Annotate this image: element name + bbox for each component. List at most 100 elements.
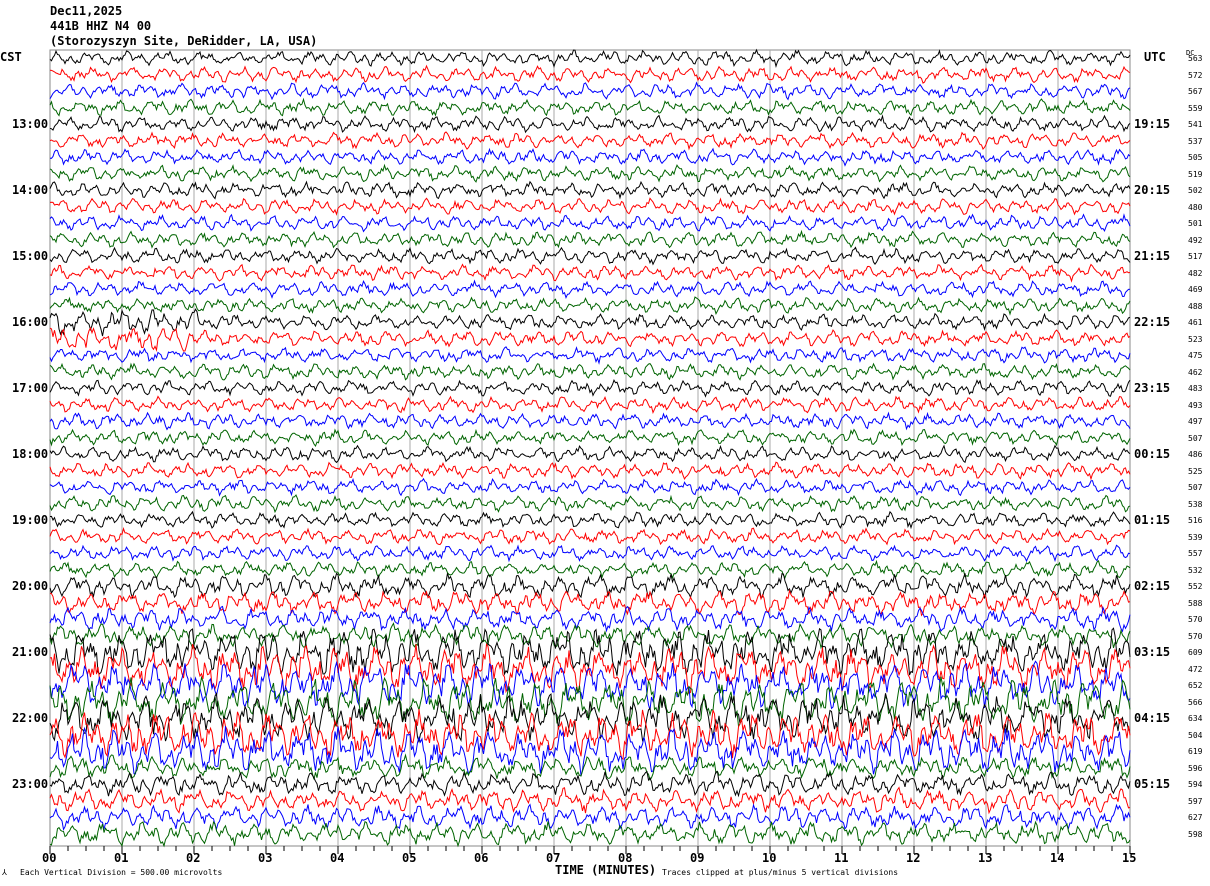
seismic-trace — [49, 64, 1131, 84]
x-tick-label: 15 — [1122, 851, 1137, 865]
seismic-trace — [49, 753, 1131, 781]
dc-offset-label: 557 — [1188, 549, 1203, 558]
dc-offset-label: 482 — [1188, 268, 1203, 278]
x-tick-label: 00 — [42, 851, 57, 865]
dc-offset-label: 469 — [1188, 285, 1203, 294]
x-tick-label: 02 — [186, 851, 201, 865]
dc-offset-label: 598 — [1188, 829, 1203, 839]
seismic-trace — [49, 444, 1131, 464]
seismic-trace — [49, 675, 1131, 728]
seismic-trace — [49, 395, 1131, 414]
x-tick-label: 07 — [546, 851, 561, 865]
seismic-trace — [49, 197, 1131, 216]
dc-offset-label: 504 — [1188, 730, 1203, 740]
dc-offset-label: 523 — [1188, 334, 1203, 344]
seismic-trace — [49, 48, 1131, 69]
seismic-trace — [49, 428, 1131, 448]
seismic-trace — [49, 326, 1131, 352]
seismic-trace — [49, 229, 1131, 249]
left-timezone: CST — [0, 50, 22, 64]
cst-hour-label: 15:00 — [12, 249, 49, 263]
dc-offset-label: 472 — [1188, 664, 1203, 674]
utc-hour-label: 21:15 — [1134, 249, 1171, 263]
dc-offset-label: 588 — [1188, 598, 1203, 608]
seismic-trace — [49, 803, 1131, 831]
seismic-trace — [49, 527, 1131, 546]
seismic-trace — [49, 114, 1131, 134]
x-tick-label: 05 — [402, 851, 417, 865]
utc-hour-label: 00:15 — [1134, 447, 1171, 461]
dc-offset-label: 541 — [1188, 120, 1203, 129]
seismic-trace — [49, 820, 1131, 848]
dc-offset-label: 507 — [1188, 433, 1203, 443]
dc-offset-label: 570 — [1188, 631, 1203, 641]
utc-hour-label: 03:15 — [1134, 645, 1171, 659]
seismic-trace — [49, 786, 1131, 815]
utc-hour-label: 05:15 — [1134, 777, 1171, 791]
seismic-trace — [49, 627, 1131, 676]
seismic-trace — [49, 660, 1131, 710]
dc-offset-label: 572 — [1188, 70, 1203, 80]
utc-hour-label: 02:15 — [1134, 579, 1171, 593]
x-tick-label: 11 — [834, 851, 849, 865]
x-axis-label: TIME (MINUTES) — [555, 863, 657, 877]
x-tick-label: 08 — [618, 851, 633, 865]
cst-hour-label: 20:00 — [12, 579, 49, 593]
seismic-trace — [49, 642, 1131, 694]
seismic-trace — [49, 494, 1131, 514]
dc-offset-label: 492 — [1188, 235, 1203, 245]
utc-hour-label: 01:15 — [1134, 513, 1171, 527]
dc-offset-label: 462 — [1188, 367, 1203, 377]
dc-label: DC — [1186, 49, 1195, 57]
seismic-trace — [49, 346, 1131, 365]
dc-offset-label: 505 — [1188, 153, 1203, 162]
x-tick-label: 06 — [474, 851, 489, 865]
dc-offset-label: 532 — [1188, 565, 1203, 575]
seismic-trace — [49, 279, 1131, 300]
dc-offset-label: 497 — [1188, 417, 1203, 426]
x-tick-label: 12 — [906, 851, 921, 865]
site-name: (Storozyszyn Site, DeRidder, LA, USA) — [50, 34, 318, 48]
dc-offset-label: 567 — [1188, 87, 1203, 96]
dc-offset-label: 486 — [1188, 450, 1203, 459]
right-timezone: UTC — [1144, 50, 1166, 64]
dc-offset-label: 519 — [1188, 169, 1203, 179]
cst-hour-label: 19:00 — [12, 513, 49, 527]
seismic-trace — [49, 163, 1131, 183]
dc-offset-label: 488 — [1188, 301, 1203, 311]
dc-offset-label: 516 — [1188, 516, 1203, 525]
cst-hour-label: 16:00 — [12, 315, 49, 329]
x-tick-label: 14 — [1050, 851, 1065, 865]
x-tick-label: 09 — [690, 851, 705, 865]
seismic-trace — [49, 378, 1131, 398]
dc-offset-label: 627 — [1188, 813, 1203, 822]
seismic-trace — [49, 544, 1131, 563]
dc-offset-label: 517 — [1188, 252, 1203, 261]
seismic-trace — [49, 559, 1131, 580]
seismic-trace — [49, 81, 1131, 101]
seismic-trace — [49, 180, 1131, 200]
seismic-trace — [49, 572, 1131, 600]
scale-icon: ⅄ — [2, 868, 7, 877]
dc-offset-label: 480 — [1188, 202, 1203, 212]
dc-offset-label: 502 — [1188, 186, 1203, 195]
seismic-trace — [49, 147, 1131, 167]
dc-offset-label: 596 — [1188, 763, 1203, 773]
seismic-trace — [49, 510, 1131, 530]
dc-offset-label: 493 — [1188, 400, 1203, 410]
dc-offset-label: 652 — [1188, 681, 1203, 690]
dc-offset-label: 619 — [1188, 747, 1203, 756]
seismic-trace — [49, 770, 1131, 798]
cst-hour-label: 18:00 — [12, 447, 49, 461]
dc-offset-label: 552 — [1188, 582, 1203, 591]
cst-hour-label: 14:00 — [12, 183, 49, 197]
seismic-trace — [49, 131, 1131, 151]
plot-date: Dec11,2025 — [50, 4, 123, 18]
seismic-trace — [49, 461, 1131, 481]
x-tick-label: 04 — [330, 851, 345, 865]
seismic-trace — [49, 691, 1131, 744]
clip-note: Traces clipped at plus/minus 5 vertical … — [662, 868, 899, 877]
seismic-trace — [49, 246, 1131, 266]
dc-offset-label: 461 — [1188, 318, 1203, 327]
